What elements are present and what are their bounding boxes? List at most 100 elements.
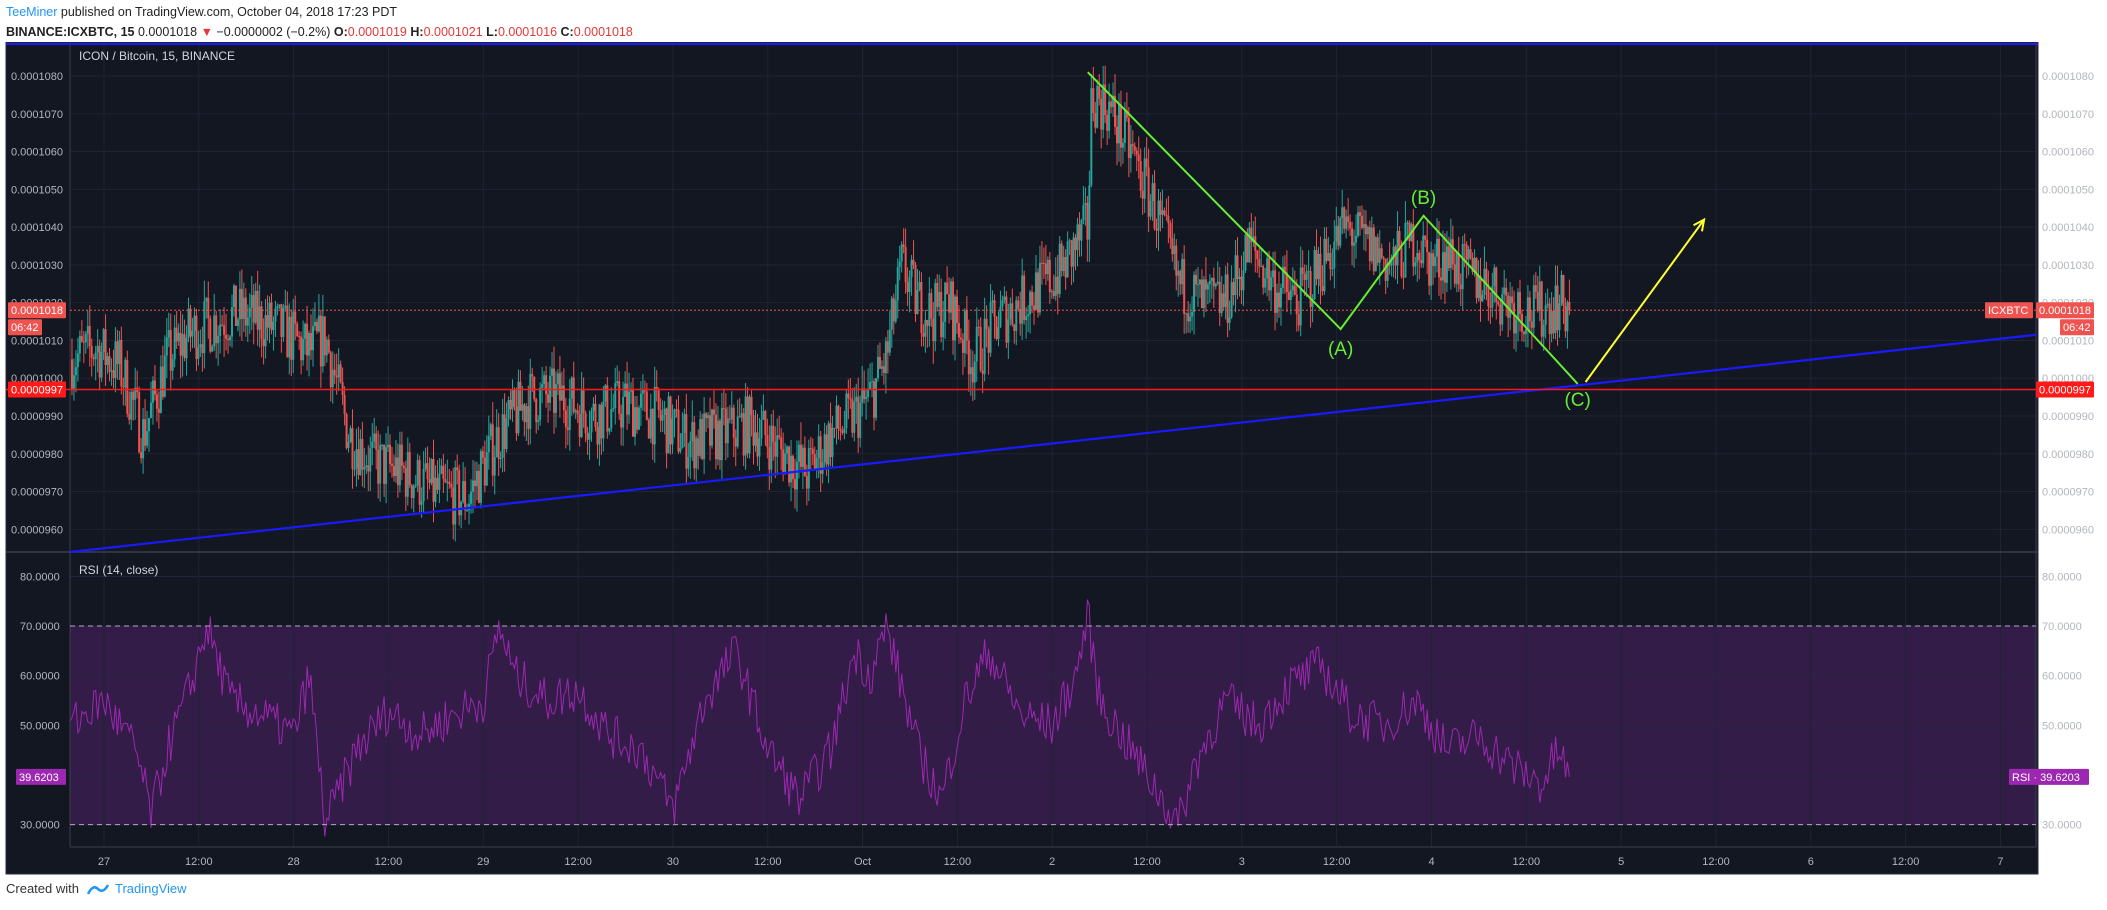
candle-down bbox=[1315, 250, 1318, 280]
candle-up bbox=[276, 306, 279, 309]
candles bbox=[70, 65, 1571, 542]
chart-title: ICON / Bitcoin, 15, BINANCE bbox=[79, 49, 235, 63]
candle-up bbox=[894, 300, 897, 322]
candle-down bbox=[1499, 304, 1502, 325]
candle-up bbox=[1430, 253, 1433, 286]
time-tick: 3 bbox=[1239, 856, 1245, 868]
candle-up bbox=[1084, 202, 1087, 206]
candle-down bbox=[183, 334, 186, 359]
candle-down bbox=[1204, 279, 1207, 290]
price-tick-left: 0.0001080 bbox=[11, 71, 63, 83]
candle-down bbox=[1568, 302, 1571, 311]
candle-up bbox=[1272, 270, 1275, 278]
candle-down bbox=[993, 300, 996, 317]
candle-up bbox=[1538, 281, 1541, 311]
candle-up bbox=[94, 352, 97, 360]
candle-down bbox=[655, 386, 658, 389]
candle-up bbox=[1191, 311, 1194, 317]
candle-up bbox=[499, 457, 502, 459]
chart-canvas[interactable]: (A) (B) (C) 0.0000960 0.0000960 0.0000970 0.00… bbox=[0, 42, 2107, 877]
candle-down bbox=[742, 413, 745, 456]
candle-up bbox=[703, 413, 706, 460]
candle-down bbox=[1412, 224, 1415, 267]
candle-up bbox=[355, 449, 358, 469]
candle-down bbox=[294, 311, 297, 324]
candle-down bbox=[98, 345, 101, 378]
candle-down bbox=[477, 470, 480, 503]
candle-up bbox=[1422, 235, 1425, 264]
candle-up bbox=[1238, 276, 1241, 279]
candle-up bbox=[363, 467, 366, 470]
candle-down bbox=[1268, 258, 1271, 291]
candle-down bbox=[491, 424, 494, 476]
time-tick: 12:00 bbox=[944, 856, 972, 868]
candle-down bbox=[361, 439, 364, 470]
candle-up bbox=[1353, 242, 1356, 246]
candle-up bbox=[1260, 266, 1263, 268]
candle-up bbox=[918, 282, 921, 291]
candle-down bbox=[643, 389, 646, 392]
candle-down bbox=[1125, 110, 1128, 118]
candle-up bbox=[784, 453, 787, 475]
time-tick: 12:00 bbox=[1892, 856, 1920, 868]
candle-up bbox=[1339, 217, 1342, 246]
candle-up bbox=[1404, 223, 1407, 278]
candle-down bbox=[104, 329, 107, 365]
candle-down bbox=[201, 344, 204, 354]
candle-up bbox=[1331, 268, 1334, 270]
candle-down bbox=[270, 302, 273, 331]
candle-down bbox=[1086, 202, 1089, 240]
candle-up bbox=[495, 427, 498, 458]
candle-down bbox=[1131, 144, 1134, 147]
candle-up bbox=[1244, 234, 1247, 271]
candle-up bbox=[1327, 252, 1330, 261]
candle-down bbox=[778, 435, 781, 438]
time-tick: 28 bbox=[287, 856, 299, 868]
candle-up bbox=[1050, 291, 1053, 293]
candle-down bbox=[1187, 313, 1190, 322]
candle-down bbox=[693, 422, 696, 469]
candle-down bbox=[1420, 259, 1423, 264]
candle-up bbox=[890, 298, 893, 330]
candle-up bbox=[517, 381, 520, 434]
candle-down bbox=[1325, 238, 1328, 261]
candle-up bbox=[146, 431, 149, 446]
support-badge-right: 0.0000997 bbox=[2039, 385, 2091, 397]
price-tick-right: 0.0001060 bbox=[2042, 147, 2094, 159]
countdown-badge-right: 06:42 bbox=[2063, 322, 2091, 334]
author-link[interactable]: TeeMiner bbox=[6, 5, 58, 19]
candle-down bbox=[90, 346, 93, 358]
candle-down bbox=[1013, 324, 1016, 331]
candle-down bbox=[705, 413, 708, 419]
candle-up bbox=[165, 337, 168, 356]
tradingview-brand[interactable]: TradingView bbox=[86, 881, 187, 896]
candle-up bbox=[385, 447, 388, 484]
candle-up bbox=[795, 461, 798, 490]
candle-down bbox=[88, 326, 91, 347]
candle-down bbox=[533, 376, 536, 400]
candle-up bbox=[1374, 237, 1377, 272]
candle-down bbox=[987, 328, 990, 353]
candle-up bbox=[1396, 231, 1399, 266]
candle-down bbox=[1457, 253, 1460, 285]
price-tick-left: 0.0000990 bbox=[11, 411, 63, 423]
candle-down bbox=[1145, 158, 1148, 168]
candle-up bbox=[246, 317, 249, 326]
candle-up bbox=[560, 385, 563, 401]
candle-down bbox=[1534, 285, 1537, 292]
countdown-badge-right-bg bbox=[2060, 319, 2094, 336]
candle-down bbox=[677, 409, 680, 452]
candle-up bbox=[394, 457, 397, 477]
candle-down bbox=[586, 433, 589, 440]
candle-up bbox=[211, 346, 214, 352]
time-tick: 12:00 bbox=[1702, 856, 1730, 868]
candle-up bbox=[274, 308, 277, 322]
candle-down bbox=[221, 324, 224, 326]
candle-up bbox=[797, 444, 800, 462]
candle-up bbox=[238, 288, 241, 320]
candle-up bbox=[1390, 257, 1393, 266]
candle-up bbox=[406, 452, 409, 497]
candle-down bbox=[657, 388, 660, 411]
candle-down bbox=[912, 259, 915, 265]
candle-up bbox=[969, 367, 972, 375]
